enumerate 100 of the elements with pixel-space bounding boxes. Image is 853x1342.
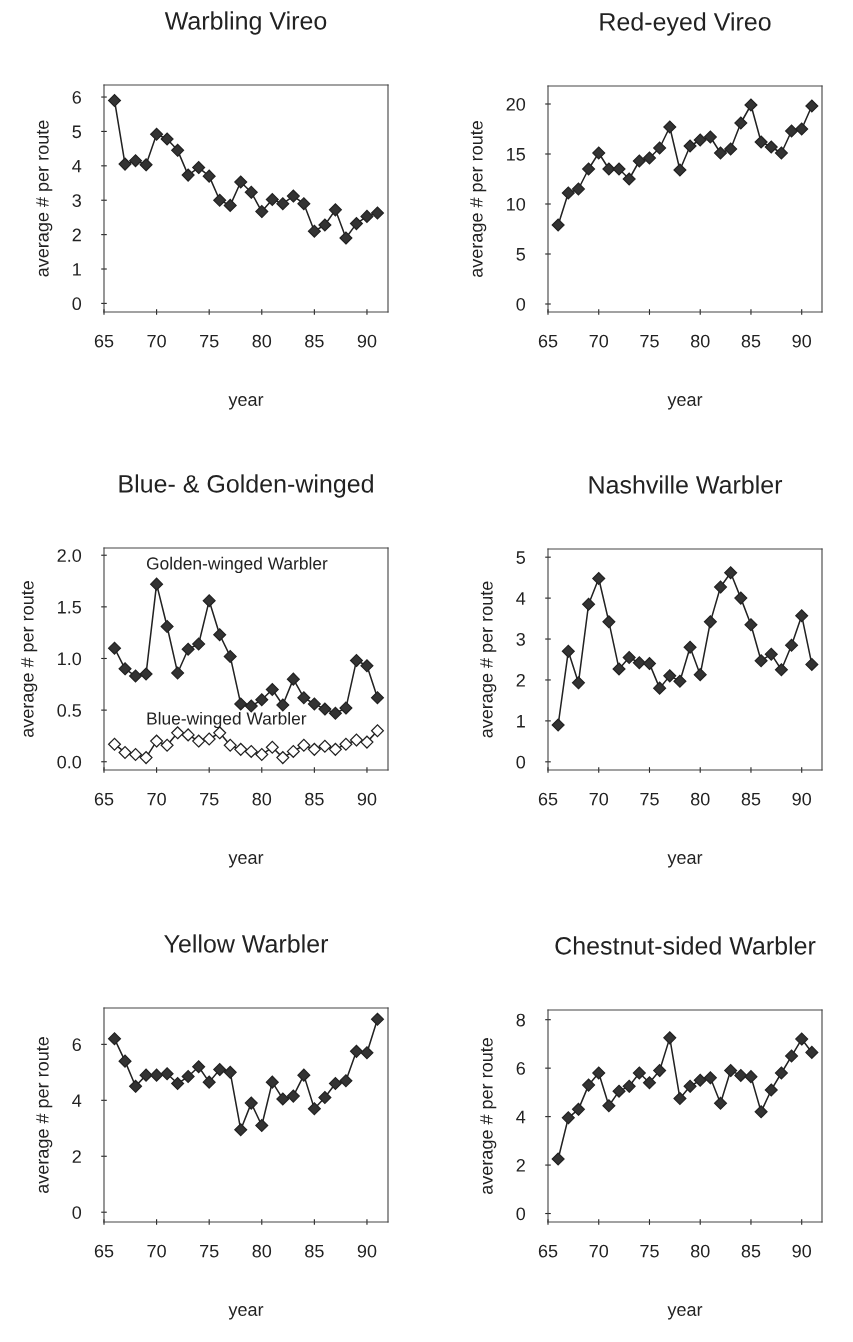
y-tick-label: 4 bbox=[72, 1094, 82, 1107]
point bbox=[150, 127, 164, 141]
point bbox=[139, 667, 153, 681]
point bbox=[150, 734, 164, 748]
x-tick-label: 90 bbox=[357, 1244, 377, 1258]
point bbox=[602, 1099, 616, 1113]
point bbox=[339, 701, 353, 715]
point bbox=[129, 154, 143, 168]
point bbox=[234, 175, 248, 189]
point bbox=[297, 1068, 311, 1082]
point bbox=[612, 662, 626, 676]
point bbox=[774, 663, 788, 677]
series-label: Golden-winged Warbler bbox=[146, 556, 328, 574]
x-tick-label: 70 bbox=[147, 1244, 166, 1258]
y-tick-label: 3 bbox=[516, 632, 525, 646]
point bbox=[754, 135, 768, 149]
chart-title: Yellow Warbler bbox=[164, 934, 329, 953]
y-axis-title: average # per route bbox=[36, 1037, 53, 1194]
x-tick-label: 85 bbox=[741, 1244, 761, 1258]
point bbox=[663, 1031, 677, 1045]
point bbox=[602, 615, 616, 629]
point bbox=[724, 566, 738, 580]
x-tick-label: 70 bbox=[589, 792, 609, 806]
y-axis-title: average # per route bbox=[21, 581, 38, 738]
point bbox=[139, 158, 153, 172]
point bbox=[202, 1075, 216, 1089]
point bbox=[551, 218, 565, 232]
point bbox=[592, 571, 606, 585]
point bbox=[703, 1071, 717, 1085]
point bbox=[795, 122, 809, 136]
point bbox=[754, 1105, 768, 1119]
point bbox=[244, 1096, 258, 1110]
point bbox=[181, 1070, 195, 1084]
point bbox=[202, 594, 216, 608]
point bbox=[328, 203, 342, 217]
point bbox=[571, 1102, 585, 1116]
x-tick-label: 85 bbox=[305, 334, 324, 348]
point bbox=[213, 1063, 227, 1077]
point bbox=[592, 146, 606, 160]
point bbox=[673, 163, 687, 177]
x-axis-title: year bbox=[228, 854, 264, 868]
point bbox=[764, 647, 778, 661]
point bbox=[255, 1118, 269, 1133]
point bbox=[160, 738, 174, 752]
point bbox=[683, 640, 697, 654]
x-tick-label: 90 bbox=[357, 792, 377, 806]
x-tick-label: 75 bbox=[640, 792, 659, 806]
point bbox=[785, 124, 799, 138]
point bbox=[764, 1083, 778, 1097]
point bbox=[349, 733, 363, 747]
y-tick-label: 0.0 bbox=[57, 755, 82, 769]
y-axis-title: average # per route bbox=[480, 1038, 497, 1195]
y-tick-label: 2 bbox=[72, 1150, 81, 1163]
x-tick-label: 65 bbox=[538, 1244, 558, 1258]
point bbox=[693, 668, 707, 682]
x-tick-label: 75 bbox=[200, 334, 219, 348]
point bbox=[118, 1054, 132, 1068]
y-tick-label: 2.0 bbox=[57, 549, 82, 562]
point bbox=[642, 151, 656, 165]
point bbox=[714, 1096, 728, 1110]
point bbox=[192, 734, 206, 748]
y-axis-title: average # per route bbox=[36, 120, 53, 277]
y-tick-label: 0.5 bbox=[57, 704, 82, 717]
chart-title: Chestnut-sided Warbler bbox=[555, 936, 816, 955]
point bbox=[673, 674, 687, 688]
point bbox=[150, 577, 164, 591]
y-tick-label: 8 bbox=[516, 1013, 525, 1027]
point bbox=[370, 206, 384, 220]
point bbox=[764, 140, 778, 154]
point bbox=[318, 1090, 332, 1105]
x-tick-label: 90 bbox=[792, 792, 812, 806]
chart-title: Warbling Vireo bbox=[164, 11, 327, 35]
point bbox=[683, 139, 697, 153]
point bbox=[703, 130, 717, 144]
point bbox=[171, 143, 185, 157]
point bbox=[734, 1068, 748, 1082]
y-tick-label: 1 bbox=[517, 715, 525, 728]
point bbox=[339, 1074, 353, 1088]
point bbox=[693, 133, 707, 147]
point bbox=[307, 697, 321, 711]
point bbox=[693, 1073, 707, 1087]
point bbox=[181, 168, 195, 182]
point bbox=[171, 666, 185, 680]
x-tick-label: 80 bbox=[252, 792, 272, 806]
x-tick-label: 80 bbox=[252, 1244, 272, 1258]
point bbox=[223, 1065, 237, 1079]
point bbox=[286, 744, 300, 758]
x-tick-label: 75 bbox=[640, 1244, 659, 1258]
point bbox=[734, 591, 748, 605]
x-tick-label: 85 bbox=[305, 792, 324, 806]
point bbox=[592, 1066, 606, 1080]
y-tick-label: 2 bbox=[72, 228, 81, 242]
point bbox=[805, 657, 819, 671]
y-tick-label: 2 bbox=[516, 673, 525, 687]
point bbox=[339, 737, 353, 751]
chart-title: Red-eyed Vireo bbox=[600, 12, 771, 36]
y-axis-title: average # per route bbox=[470, 121, 487, 278]
point bbox=[265, 740, 279, 754]
point bbox=[622, 172, 636, 186]
point bbox=[622, 650, 636, 664]
